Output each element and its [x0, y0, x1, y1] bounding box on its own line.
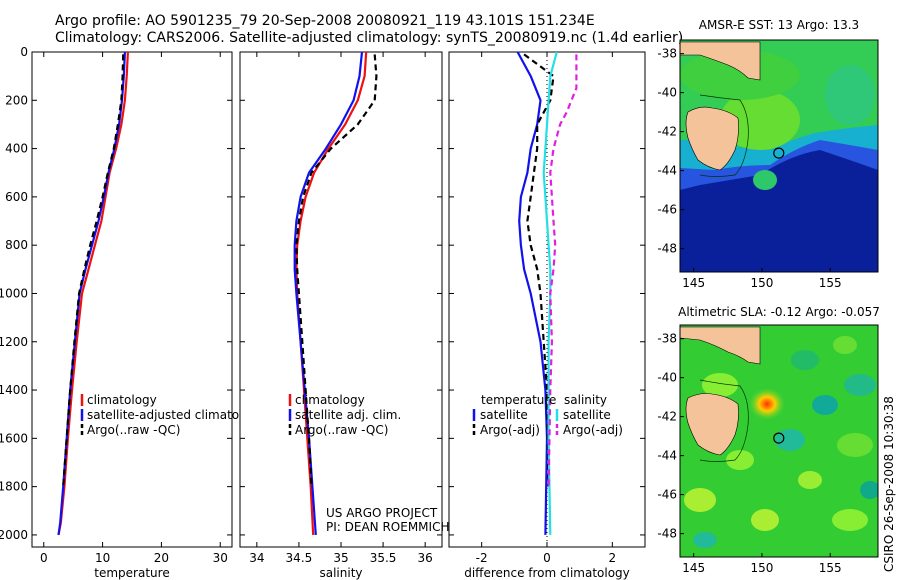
x-axis-label: difference from climatology [464, 566, 630, 580]
series-line-climatology [57, 51, 129, 536]
legend-label: Argo(..raw -QC) [295, 423, 388, 437]
y-tick-label: 600 [5, 190, 28, 204]
temperature-panel: 0 10 20 30 temperature 0 200 400 600 800 1000 1200 1… [0, 45, 265, 580]
x-tick-label: 10 [95, 551, 110, 565]
legend-label: satellite [563, 408, 611, 422]
y-tick-label: 1200 [0, 335, 28, 349]
series-line-argo-raw-qc [295, 54, 378, 487]
x-axis-label: salinity [319, 566, 362, 580]
y-tick-label: 2000 [0, 528, 28, 542]
legend-label: climatology [87, 393, 157, 407]
x-tick-label: 34.5 [286, 551, 313, 565]
figure-subtitle: Climatology: CARS2006. Satellite-adjuste… [55, 30, 683, 46]
x-tick-label: 35 [333, 551, 348, 565]
x-tick-label: 2 [609, 551, 617, 565]
sla-map-title: Altimetric SLA: -0.12 Argo: -0.057 [678, 305, 880, 319]
map-y-tick-label: -44 [657, 164, 677, 178]
sla-map: Altimetric SLA: -0.12 Argo: -0.057 145 15… [657, 305, 880, 575]
x-tick-label: 20 [154, 551, 169, 565]
map-y-tick-label: -42 [657, 410, 677, 424]
legend-label: satellite-adjusted climatology [87, 408, 265, 422]
map-y-tick-label: -38 [657, 332, 677, 346]
legend-label: satellite [480, 408, 528, 422]
y-tick-label: 0 [20, 45, 28, 59]
series-line-salinity-argo-adj [547, 54, 578, 487]
map-y-tick-label: -44 [657, 449, 677, 463]
map-x-tick-label: 155 [819, 561, 842, 575]
salinity-panel: 34 34.5 35 35.5 36 salinity climatologysatelli… [239, 51, 449, 580]
map-x-tick-label: 150 [750, 561, 773, 575]
map-x-tick-label: 155 [819, 276, 842, 290]
y-tick-label: 1800 [0, 480, 28, 494]
x-tick-label: 35.5 [370, 551, 397, 565]
plot-frame [239, 51, 443, 548]
series-line-climatology [295, 51, 368, 535]
legend-label: Argo(..raw -QC) [87, 423, 180, 437]
legend-group-title: salinity [564, 393, 607, 407]
x-tick-label: 0 [543, 551, 551, 565]
series-line-temperature-satellite [516, 51, 549, 535]
map-x-tick-label: 145 [682, 561, 705, 575]
x-tick-label: 36 [418, 551, 433, 565]
map-y-tick-label: -38 [657, 47, 677, 61]
map-y-tick-label: -40 [657, 86, 677, 100]
map-y-tick-label: -48 [657, 527, 677, 541]
map-y-tick-label: -46 [657, 488, 677, 502]
x-axis-label: temperature [94, 566, 169, 580]
map-y-tick-label: -42 [657, 125, 677, 139]
x-tick-label: 34 [249, 551, 264, 565]
map-y-tick-label: -40 [657, 371, 677, 385]
y-tick-label: 200 [5, 93, 28, 107]
figure-title: Argo profile: AO 5901235_79 20-Sep-2008 … [55, 13, 595, 29]
sst-map-title: AMSR-E SST: 13 Argo: 13.3 [699, 18, 859, 32]
map-y-tick-label: -46 [657, 203, 677, 217]
map-y-tick-label: -48 [657, 242, 677, 256]
y-tick-label: 1600 [0, 431, 28, 445]
legend-label: Argo(-adj) [563, 423, 623, 437]
y-tick-label: 1000 [0, 286, 28, 300]
x-tick-label: 0 [40, 551, 48, 565]
timestamp-side-label: CSIRO 26-Sep-2008 10:30:38 [882, 396, 896, 572]
series-line-salinity-satellite [542, 51, 558, 535]
sst-map: AMSR-E SST: 13 Argo: 13.3 145 150 155 -38 -4… [657, 18, 879, 290]
x-tick-label: 30 [213, 551, 228, 565]
legend-label: satellite adj. clim. [295, 408, 401, 422]
argo-position-marker [773, 147, 785, 159]
map-x-tick-label: 150 [750, 276, 773, 290]
series-line-argo-raw-qc [62, 54, 125, 487]
sst-map-field [680, 40, 878, 272]
legend-label: climatology [295, 393, 365, 407]
legend-group-title: temperature [481, 393, 556, 407]
y-tick-label: 400 [5, 142, 28, 156]
map-x-tick-label: 145 [682, 276, 705, 290]
argo-position-marker [773, 432, 785, 444]
sla-map-field [680, 325, 878, 557]
y-tick-label: 800 [5, 238, 28, 252]
x-tick-label: -2 [476, 551, 488, 565]
series-line-satellite-adj-clim [293, 51, 364, 535]
y-tick-label: 1400 [0, 383, 28, 397]
legend-label: Argo(-adj) [480, 423, 540, 437]
credit-annotation: PI: DEAN ROEMMICH [326, 520, 449, 534]
credit-annotation: US ARGO PROJECT [326, 506, 438, 520]
plot-frame [31, 51, 233, 548]
